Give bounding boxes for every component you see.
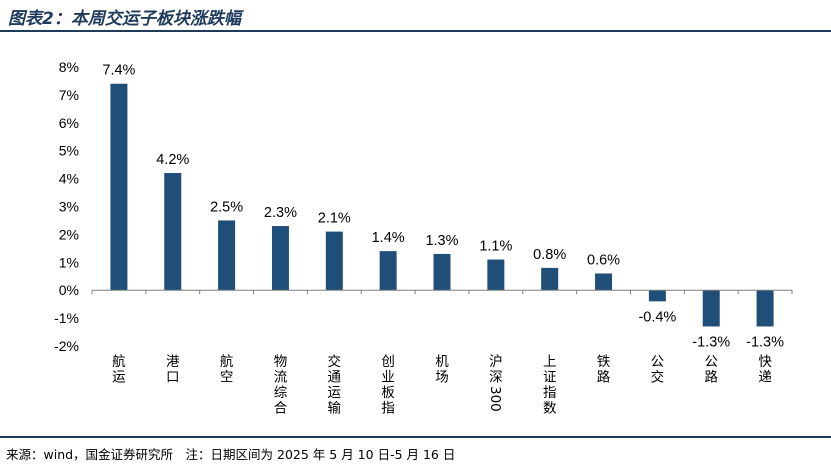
bar <box>218 220 236 291</box>
top-divider <box>0 30 831 32</box>
bar <box>379 251 397 291</box>
y-tick-label: 4% <box>59 171 79 187</box>
bar <box>110 83 128 291</box>
category-label-digits: 300 <box>487 386 503 412</box>
y-tick-label: 1% <box>59 254 79 270</box>
category-label: 交通运输 <box>328 353 342 417</box>
data-labels: 7.4% 4.2% 2.5% 2.3% 2.1% 1.4% 1.3% 1.1% 0.8% 0.6%… <box>102 63 784 351</box>
category-label: 机场 <box>435 354 449 386</box>
bars <box>110 83 774 327</box>
category-label: 航运 <box>112 354 126 386</box>
bar <box>325 231 343 291</box>
y-tick-label: 2% <box>59 226 79 242</box>
category-label: 航空 <box>220 354 234 386</box>
y-tick-label: -1% <box>54 310 79 326</box>
data-label: 2.5% <box>210 199 243 215</box>
data-label: 2.3% <box>264 205 297 221</box>
bottom-divider <box>0 436 831 438</box>
data-label: 1.1% <box>479 239 512 255</box>
data-label: 1.3% <box>425 233 458 249</box>
y-tick-label: 8% <box>59 59 79 75</box>
category-label: 快递 <box>758 354 772 386</box>
bar <box>648 290 666 302</box>
data-label: 1.4% <box>372 230 405 246</box>
category-label: 上证指数 <box>543 354 557 417</box>
chart-title: 图表2：本周交运子板块涨跌幅 <box>8 9 241 29</box>
y-tick-label: 3% <box>59 199 79 215</box>
data-label: 4.2% <box>156 152 189 168</box>
bar <box>164 173 182 291</box>
category-label: 铁路 <box>597 354 611 386</box>
bar <box>541 267 559 291</box>
data-label: 2.1% <box>318 211 351 227</box>
data-label: -1.3% <box>692 334 730 350</box>
bar <box>271 226 289 291</box>
y-tick-label: 5% <box>59 143 79 159</box>
bar <box>433 253 451 291</box>
x-axis <box>91 289 793 295</box>
category-label: 创业板指 <box>381 354 395 417</box>
y-tick-label: 7% <box>59 87 79 103</box>
bar <box>487 259 505 291</box>
y-tick-label: 6% <box>59 115 79 131</box>
data-label: 7.4% <box>102 63 135 79</box>
category-label: 物流综合 <box>274 354 288 417</box>
category-label: 公路 <box>704 354 718 386</box>
y-tick-label: -2% <box>54 338 79 354</box>
bar <box>756 290 774 327</box>
data-label: -1.3% <box>746 334 784 350</box>
bar <box>595 273 613 291</box>
category-label: 港口 <box>166 354 180 386</box>
y-tick-label: 0% <box>59 282 79 298</box>
data-label: -0.4% <box>638 309 676 325</box>
y-axis: -2% -1% 0% 1% 2% 3% 4% 5% 6% 7% 8% <box>54 59 79 354</box>
source-note: 来源：wind，国金证券研究所 注：日期区间为 2025 年 5 月 10 日-… <box>6 447 456 462</box>
category-label: 沪深 <box>489 354 503 386</box>
category-label: 公交 <box>651 354 665 386</box>
data-label: 0.8% <box>533 247 566 263</box>
bar <box>702 290 720 327</box>
data-label: 0.6% <box>587 252 620 268</box>
